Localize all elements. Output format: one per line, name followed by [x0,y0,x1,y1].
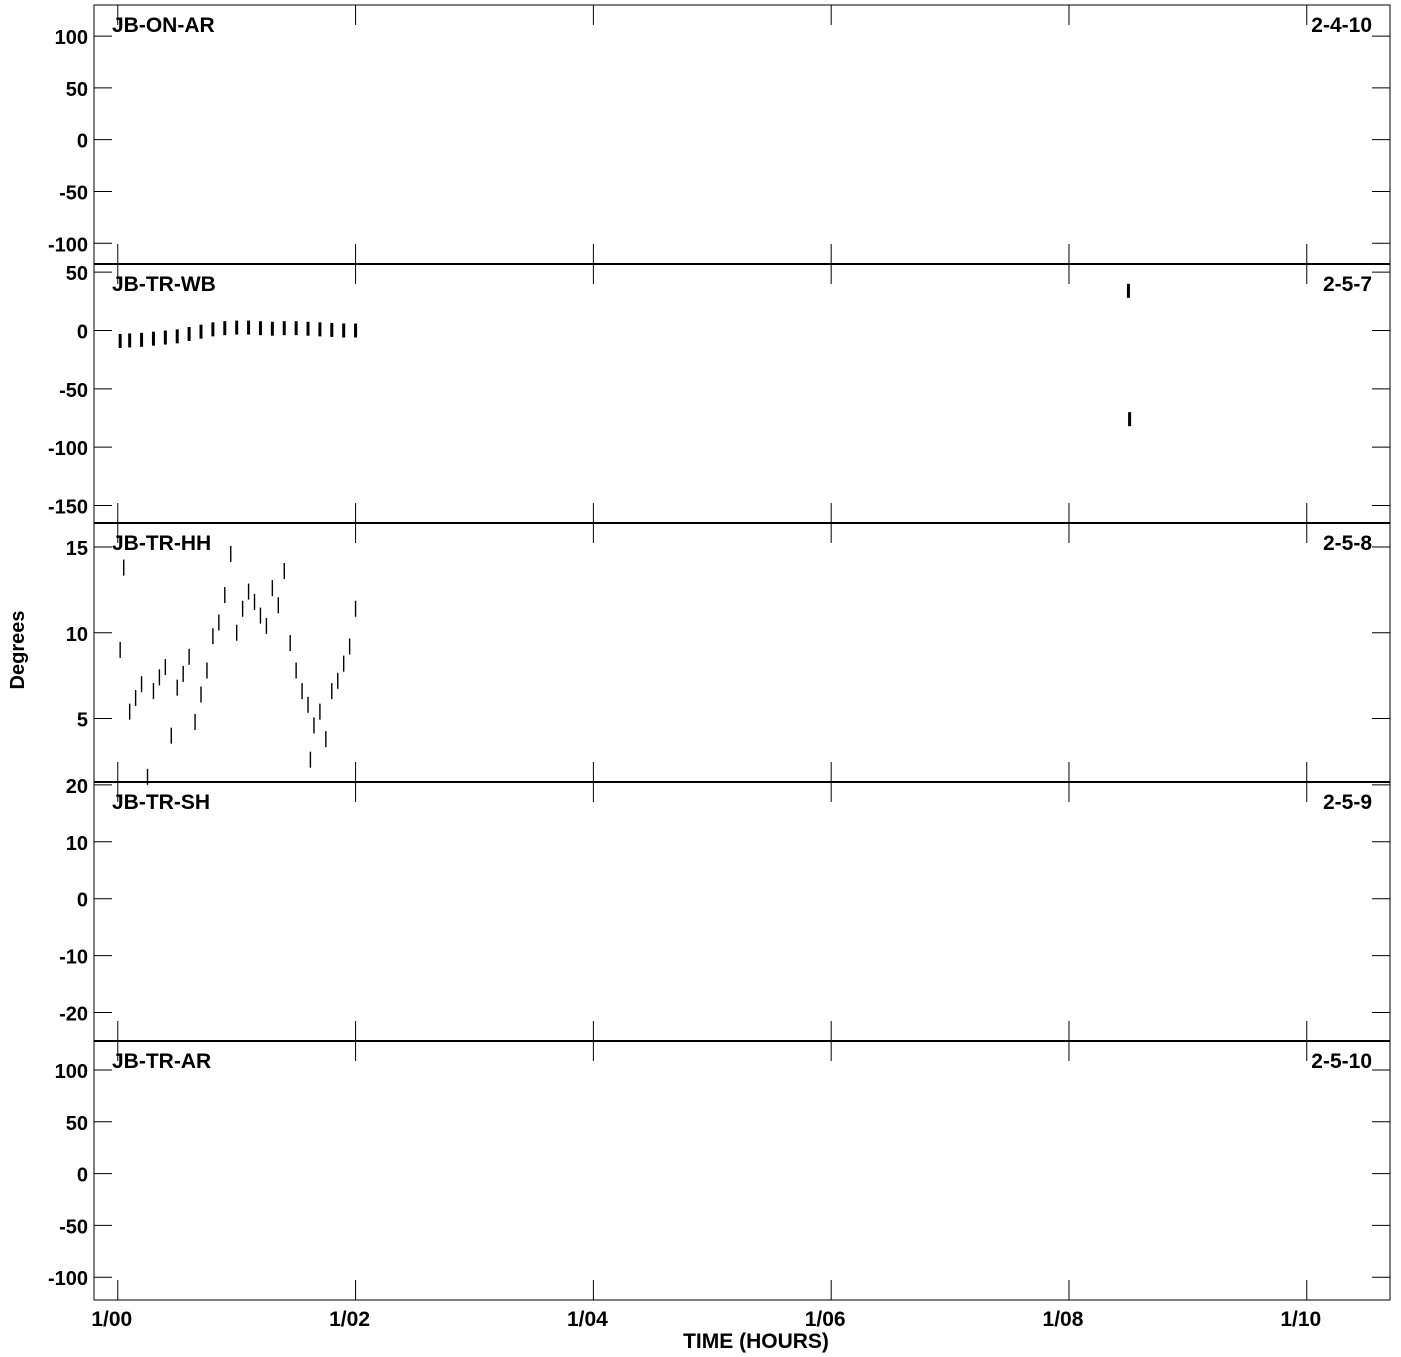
panel-jb-tr-wb: 50 0 -50 -100 -150 JB-TR-WB 2-5-7 [48,263,1391,524]
y-tick-label: 20 [66,776,88,798]
baseline-label: JB-TR-HH [112,532,211,555]
baseline-id: 2-5-10 [1311,1050,1372,1073]
y-tick-label: -10 [59,947,88,969]
panel-frame [93,522,1391,783]
panel-frame [93,1040,1391,1301]
y-tick-label: -100 [48,438,88,460]
y-tick-label: 0 [77,1165,88,1187]
y-tick-label: 50 [66,79,88,101]
y-tick-label: -150 [48,497,88,519]
y-axis-label: Degrees [7,611,29,690]
panel-jb-on-ar: 100 50 0 -50 -100 JB-ON-AR 2-4-10 [48,4,1391,265]
y-tick-label: 0 [77,890,88,912]
panel-jb-tr-ar: 100 50 0 -50 -100 JB-TR-AR 2-5-10 [48,1040,1391,1301]
panel-jb-tr-sh: 20 10 0 -10 -20 JB-TR-SH 2-5-9 [59,776,1391,1042]
panel-frame [93,263,1391,524]
x-tick-label: 1/00 [91,1308,132,1331]
x-tick-label: 1/02 [329,1308,370,1331]
x-tick-label: 1/10 [1280,1308,1321,1331]
x-axis-label: TIME (HOURS) [683,1330,829,1353]
x-tick-labels: 1/00 1/02 1/04 1/06 1/08 1/10 [91,1308,1321,1331]
baseline-id: 2-4-10 [1311,14,1372,37]
baseline-label: JB-TR-AR [112,1050,211,1073]
y-tick-label: 100 [55,1061,88,1083]
y-tick-label: -50 [59,380,88,402]
y-tick-label: -50 [59,1216,88,1238]
baseline-label: JB-ON-AR [112,14,215,37]
y-tick-label: -20 [59,1004,88,1026]
y-tick-label: 100 [55,27,88,49]
y-tick-label: 5 [77,710,88,732]
x-tick-label: 1/06 [805,1308,846,1331]
baseline-label: JB-TR-WB [112,273,216,296]
baseline-id: 2-5-8 [1323,532,1372,555]
y-tick-label: 0 [77,322,88,344]
x-tick-label: 1/04 [567,1308,608,1331]
panel-frame [93,4,1391,265]
baseline-id: 2-5-7 [1323,273,1372,296]
y-tick-label: -100 [48,1268,88,1290]
panel-frame [93,781,1391,1042]
y-tick-label: 50 [66,1113,88,1135]
y-tick-label: 0 [77,131,88,153]
y-tick-label: 10 [66,624,88,646]
panel-jb-tr-hh: 15 10 5 JB-TR-HH 2-5-8 [66,522,1391,785]
baseline-label: JB-TR-SH [112,791,210,814]
x-tick-label: 1/08 [1043,1308,1084,1331]
y-tick-label: 15 [66,538,88,560]
y-tick-label: 10 [66,833,88,855]
y-tick-label: -50 [59,182,88,204]
y-tick-label: -100 [48,234,88,256]
y-tick-label: 50 [66,263,88,285]
baseline-id: 2-5-9 [1323,791,1372,814]
